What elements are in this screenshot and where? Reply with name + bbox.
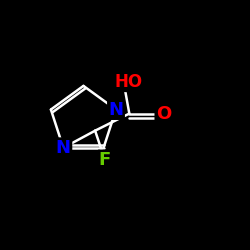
Text: F: F xyxy=(99,151,111,169)
Text: N: N xyxy=(108,100,124,118)
Text: O: O xyxy=(156,104,171,122)
Text: N: N xyxy=(56,139,71,157)
Text: HO: HO xyxy=(114,73,142,91)
